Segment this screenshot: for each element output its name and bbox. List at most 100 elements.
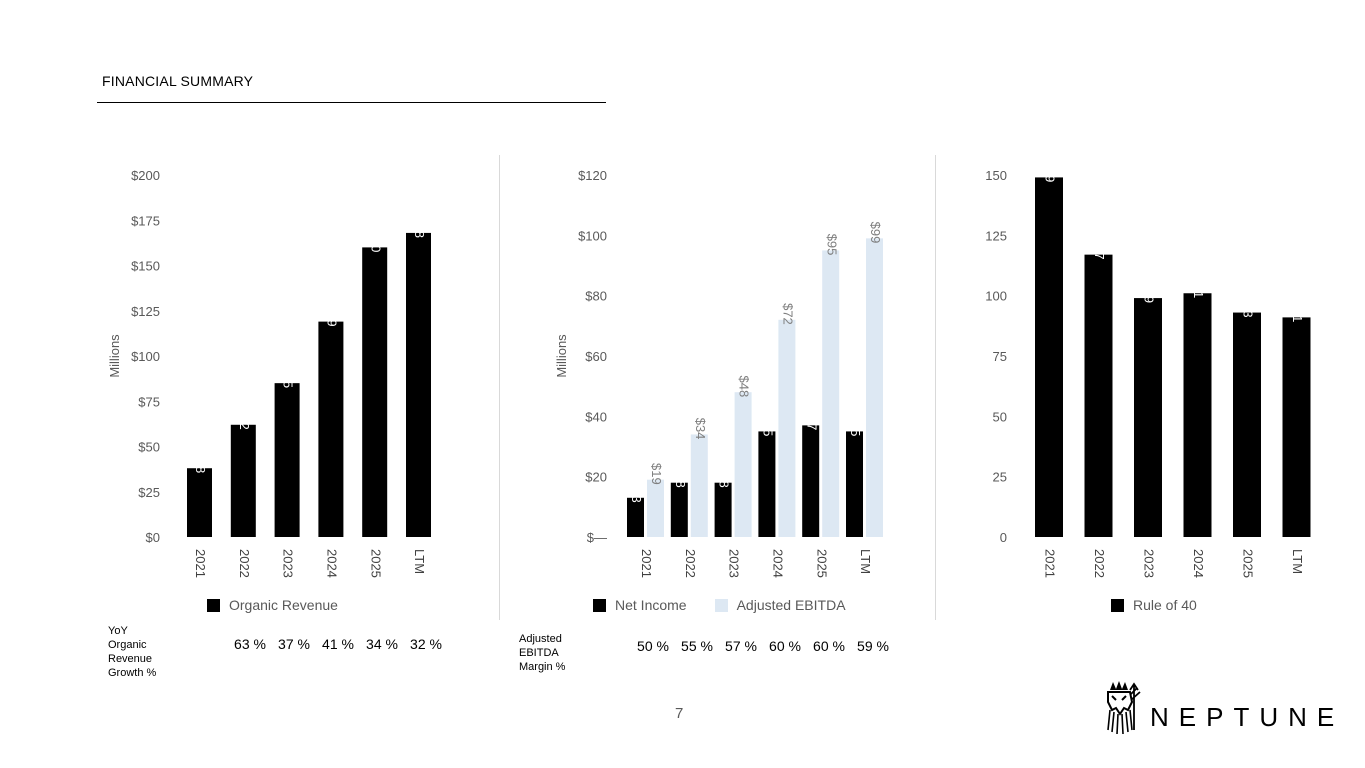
- row-label-line: Adjusted: [519, 633, 562, 645]
- bar: [1134, 298, 1162, 537]
- y-tick-label: 125: [985, 228, 1007, 243]
- x-tick-label: LTM: [858, 549, 873, 574]
- page-number: 7: [675, 705, 684, 722]
- row-label-line: Growth %: [108, 667, 157, 679]
- y-tick-label: 25: [993, 470, 1007, 485]
- bar: [714, 482, 732, 537]
- data-label: $85: [281, 366, 296, 388]
- neptune-warrior-logo-icon: [1107, 681, 1141, 735]
- legend-label: Organic Revenue: [229, 597, 338, 613]
- growth-row-values: 63 % 37 % 41 % 34 % 32 %: [228, 636, 448, 652]
- data-label: $62: [237, 408, 252, 430]
- x-tick-label: 2023: [281, 549, 296, 578]
- bar: [230, 424, 256, 537]
- y-tick-label: $25: [138, 485, 160, 500]
- margin-row-label: Adjusted EBITDA Margin %: [519, 632, 565, 674]
- bar: [318, 321, 344, 537]
- bar: [274, 383, 300, 537]
- margin-value: 50 %: [637, 638, 669, 654]
- data-label: 99: [1142, 289, 1157, 303]
- y-tick-label: $120: [578, 168, 607, 183]
- y-tick-label: $100: [578, 228, 607, 243]
- bar: [362, 247, 388, 537]
- data-label: 91: [1290, 308, 1305, 322]
- data-label: 101: [1191, 277, 1206, 299]
- title-underline: [97, 102, 606, 103]
- legend-item-rule-of-40: Rule of 40: [1111, 597, 1197, 613]
- bar: [1282, 317, 1311, 537]
- y-tick-label: 75: [993, 349, 1007, 364]
- y-tick-label: 0: [1000, 530, 1007, 545]
- y-tick-label: $150: [131, 259, 160, 274]
- bar: [627, 497, 644, 537]
- profit-legend: Net Income Adjusted EBITDA: [593, 597, 874, 613]
- row-label-line: EBITDA: [519, 647, 559, 659]
- y-tick-label: $—: [587, 530, 607, 545]
- growth-value: 34 %: [366, 636, 398, 652]
- y-tick-label: $80: [585, 289, 607, 304]
- row-label-line: Margin %: [519, 661, 566, 673]
- legend-label: Adjusted EBITDA: [736, 597, 846, 613]
- data-label: $37: [804, 409, 819, 431]
- x-tick-label: LTM: [412, 549, 427, 574]
- growth-row-label: YoY Organic Revenue Growth %: [108, 624, 156, 680]
- data-label: $35: [848, 415, 863, 437]
- margin-value: 57 %: [725, 638, 757, 654]
- growth-value: 63 %: [234, 636, 266, 652]
- x-tick-label: 2021: [193, 549, 208, 578]
- y-tick-label: $0: [146, 530, 160, 545]
- bar: [846, 431, 863, 537]
- data-label: $19: [649, 463, 664, 485]
- legend-swatch: [593, 598, 606, 612]
- bar: [187, 468, 212, 537]
- data-label: $34: [693, 418, 708, 440]
- bar: [1233, 312, 1261, 537]
- row-label-line: YoY: [108, 625, 128, 637]
- data-label: 117: [1092, 239, 1107, 260]
- x-tick-label: 2024: [324, 549, 339, 578]
- legend-swatch: [1111, 598, 1124, 612]
- bar: [758, 431, 776, 537]
- margin-value: 60 %: [813, 638, 845, 654]
- data-label: $48: [737, 375, 752, 397]
- x-tick-label: 2021: [1043, 549, 1058, 578]
- chart-divider: [935, 155, 936, 620]
- y-tick-label: $75: [138, 394, 160, 409]
- x-tick-label: 2025: [1241, 549, 1256, 578]
- data-label: $35: [760, 415, 775, 437]
- y-tick-label: $175: [131, 213, 160, 228]
- y-tick-label: 100: [985, 289, 1007, 304]
- data-label: 93: [1241, 303, 1256, 317]
- data-label: $119: [324, 299, 339, 327]
- bar: [670, 482, 688, 537]
- x-tick-label: 2024: [770, 549, 785, 578]
- row-label-line: Revenue: [108, 653, 153, 665]
- bar: [1183, 293, 1212, 537]
- margin-row-values: 50 % 55 % 57 % 60 % 60 % 59 %: [631, 638, 895, 654]
- x-tick-label: 2025: [814, 549, 829, 578]
- data-label: $18: [717, 466, 732, 488]
- bar: [690, 434, 708, 537]
- data-label: $95: [824, 234, 839, 256]
- row-label-line: Organic: [108, 639, 147, 651]
- revenue-legend: Organic Revenue: [207, 597, 366, 613]
- legend-label: Rule of 40: [1133, 597, 1197, 613]
- data-label: $38: [193, 452, 208, 474]
- y-tick-label: $50: [138, 440, 160, 455]
- bar: [822, 250, 840, 537]
- bar: [778, 319, 796, 537]
- x-tick-label: 2022: [237, 549, 252, 578]
- bar: [1084, 254, 1113, 537]
- legend-swatch: [714, 598, 728, 612]
- y-tick-label: $200: [131, 168, 160, 183]
- data-label: $18: [673, 466, 688, 488]
- neptune-logo: NEPTUNE: [1104, 680, 1344, 736]
- data-label: $99: [868, 222, 883, 244]
- y-tick-label: 50: [993, 409, 1007, 424]
- legend-item-organic-revenue: Organic Revenue: [207, 597, 338, 613]
- y-tick-label: $125: [131, 304, 160, 319]
- data-label: 149: [1043, 161, 1058, 183]
- data-label: $168: [412, 209, 427, 238]
- x-tick-label: 2025: [368, 549, 383, 578]
- data-label: $160: [368, 223, 383, 252]
